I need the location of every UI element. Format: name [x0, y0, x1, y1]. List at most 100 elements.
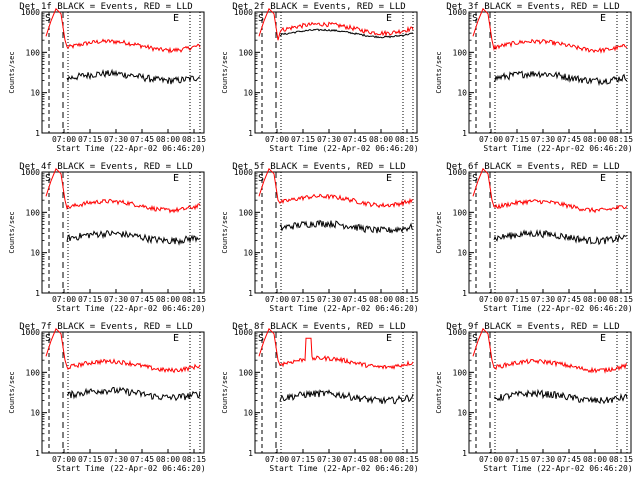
- x-tick-label: 08:15: [609, 295, 633, 304]
- lld-series-line: [472, 7, 627, 54]
- start-marker: S: [472, 13, 478, 24]
- x-axis-label: Start Time (22-Apr-02 06:46:20): [56, 464, 205, 473]
- plot-frame: [468, 171, 632, 294]
- x-tick-label: 08:15: [395, 295, 419, 304]
- y-tick-label: 1000: [234, 8, 253, 17]
- y-axis-label: Counts/sec: [8, 51, 16, 93]
- y-axis-label: Counts/sec: [221, 371, 229, 413]
- x-tick-label: 08:00: [583, 295, 607, 304]
- panel-title: Det 7f BLACK = Events, RED = LLD: [19, 322, 192, 332]
- start-marker: S: [472, 333, 478, 344]
- panel-title: Det 5f BLACK = Events, RED = LLD: [233, 162, 406, 172]
- x-tick-label: 08:15: [609, 455, 633, 464]
- x-axis-label: Start Time (22-Apr-02 06:46:20): [483, 144, 632, 153]
- start-marker: S: [45, 333, 51, 344]
- detector-panel: Det 1f BLACK = Events, RED = LLD 1 10 100 10…: [8, 2, 206, 153]
- events-series-line: [493, 229, 627, 246]
- y-tick-label: 1: [249, 449, 254, 458]
- x-tick-label: 08:15: [609, 135, 633, 144]
- y-tick-label: 100: [239, 208, 254, 217]
- y-tick-label: 100: [26, 368, 41, 377]
- y-tick-label: 1000: [21, 8, 40, 17]
- y-tick-label: 1: [249, 289, 254, 298]
- y-tick-label: 100: [452, 48, 467, 57]
- lld-series-line: [258, 327, 414, 370]
- detector-panel: Det 5f BLACK = Events, RED = LLD 1 10 100 10…: [221, 162, 419, 313]
- x-tick-label: 07:30: [531, 455, 555, 464]
- start-marker: S: [258, 13, 264, 24]
- x-tick-label: 08:00: [583, 455, 607, 464]
- x-tick-label: 07:45: [343, 135, 367, 144]
- events-series-line: [66, 229, 201, 246]
- end-marker: E: [386, 13, 392, 24]
- x-tick-label: 07:45: [557, 455, 581, 464]
- x-tick-label: 08:15: [395, 455, 419, 464]
- x-tick-label: 07:00: [479, 295, 503, 304]
- y-tick-label: 1000: [234, 328, 253, 337]
- y-tick-label: 100: [452, 208, 467, 217]
- x-tick-label: 08:15: [182, 455, 206, 464]
- y-tick-label: 100: [26, 208, 41, 217]
- y-tick-label: 1: [462, 289, 467, 298]
- end-marker: E: [600, 13, 606, 24]
- x-tick-label: 07:00: [265, 455, 289, 464]
- start-marker: S: [472, 173, 478, 184]
- y-tick-label: 10: [30, 89, 40, 98]
- y-tick-label: 1000: [21, 168, 40, 177]
- x-tick-label: 07:30: [317, 295, 341, 304]
- end-marker: E: [600, 173, 606, 184]
- y-axis-label: Counts/sec: [221, 211, 229, 253]
- y-tick-label: 10: [30, 249, 40, 258]
- start-marker: S: [258, 173, 264, 184]
- events-series-line: [493, 70, 627, 87]
- x-tick-label: 07:15: [505, 135, 529, 144]
- x-tick-label: 08:15: [395, 135, 419, 144]
- lld-series-line: [258, 167, 414, 209]
- plot-frame: [254, 331, 418, 454]
- x-axis-label: Start Time (22-Apr-02 06:46:20): [56, 144, 205, 153]
- y-tick-label: 1000: [447, 8, 466, 17]
- detector-panel: Det 9f BLACK = Events, RED = LLD 1 10 100 10…: [435, 322, 633, 473]
- x-tick-label: 08:00: [369, 455, 393, 464]
- plot-frame: [468, 11, 632, 134]
- y-tick-label: 10: [244, 249, 254, 258]
- events-series-line: [279, 389, 414, 405]
- x-tick-label: 07:00: [52, 295, 76, 304]
- panel-title: Det 1f BLACK = Events, RED = LLD: [19, 2, 192, 12]
- y-tick-label: 1000: [447, 168, 466, 177]
- x-tick-label: 08:00: [156, 295, 180, 304]
- start-marker: S: [45, 13, 51, 24]
- x-tick-label: 07:00: [479, 135, 503, 144]
- panel-title: Det 9f BLACK = Events, RED = LLD: [446, 322, 619, 332]
- plot-frame: [41, 331, 205, 454]
- x-tick-label: 07:00: [52, 455, 76, 464]
- end-marker: E: [386, 173, 392, 184]
- y-tick-label: 1000: [21, 328, 40, 337]
- lld-series-line: [45, 327, 201, 374]
- lld-series-line: [472, 167, 627, 214]
- x-tick-label: 07:30: [317, 455, 341, 464]
- x-tick-label: 07:45: [130, 455, 154, 464]
- y-tick-label: 10: [244, 409, 254, 418]
- y-tick-label: 100: [26, 48, 41, 57]
- panel-title: Det 2f BLACK = Events, RED = LLD: [233, 2, 406, 12]
- events-series-line: [66, 68, 201, 85]
- x-tick-label: 08:00: [583, 135, 607, 144]
- x-tick-label: 08:15: [182, 135, 206, 144]
- lld-series-line: [472, 327, 627, 374]
- lld-series-line: [45, 7, 201, 54]
- x-tick-label: 07:30: [531, 135, 555, 144]
- y-axis-label: Counts/sec: [8, 211, 16, 253]
- y-tick-label: 1: [462, 129, 467, 138]
- x-axis-label: Start Time (22-Apr-02 06:46:20): [270, 304, 419, 313]
- y-tick-label: 1: [249, 129, 254, 138]
- detector-panel: Det 4f BLACK = Events, RED = LLD 1 10 100 10…: [8, 162, 206, 313]
- y-tick-label: 10: [244, 89, 254, 98]
- x-tick-label: 07:45: [557, 295, 581, 304]
- end-marker: E: [600, 333, 606, 344]
- x-tick-label: 07:30: [317, 135, 341, 144]
- events-series-line: [493, 388, 628, 405]
- start-marker: S: [258, 333, 264, 344]
- y-tick-label: 10: [457, 89, 467, 98]
- y-tick-label: 10: [457, 409, 467, 418]
